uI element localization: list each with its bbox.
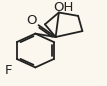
Text: OH: OH bbox=[54, 1, 74, 14]
Text: F: F bbox=[5, 64, 12, 77]
Text: O: O bbox=[26, 14, 37, 27]
